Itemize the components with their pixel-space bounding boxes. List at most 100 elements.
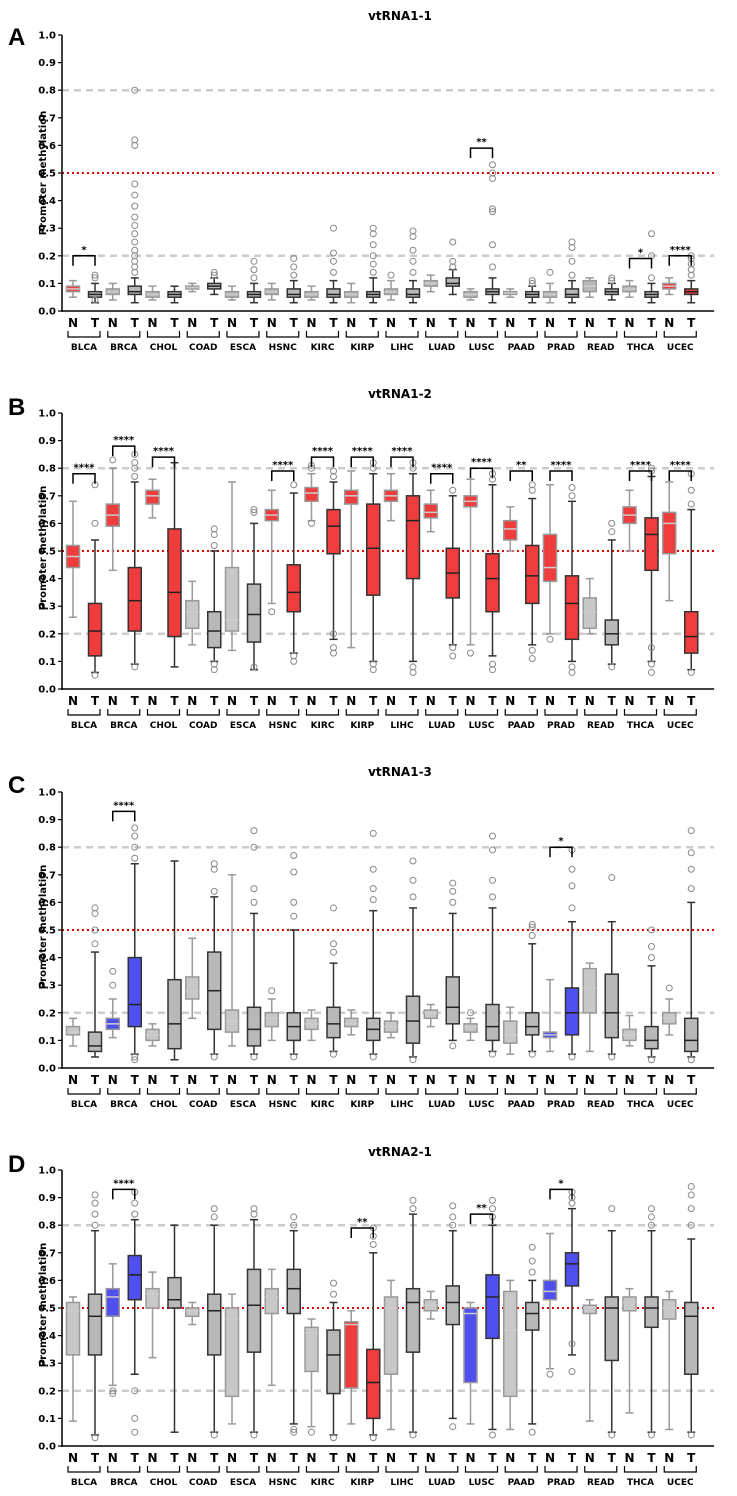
box-brca-tumor <box>127 824 142 1064</box>
group-label-n: N <box>465 316 475 330</box>
box <box>304 486 319 503</box>
category-label: PRAD <box>547 1478 575 1488</box>
outlier-point <box>131 221 139 229</box>
category-bracket <box>186 331 220 338</box>
outlier-point <box>131 1414 139 1422</box>
box-prad-tumor <box>564 1188 580 1375</box>
significance-bracket <box>72 472 96 484</box>
box-paad-tumor <box>525 920 540 1058</box>
group-label-n: N <box>187 694 197 708</box>
outlier-point <box>131 824 139 832</box>
box-kirp-normal <box>344 1310 359 1425</box>
box-read-tumor <box>604 274 619 301</box>
outlier-point <box>568 271 576 279</box>
group-label-n: N <box>585 1451 595 1465</box>
outlier-point <box>528 1428 536 1436</box>
panel-title: vtRNA1-3 <box>368 765 432 779</box>
panel-letter: D <box>8 1151 25 1178</box>
box-lusc-normal <box>463 288 478 301</box>
y-tick-label: 0.0 <box>38 1064 56 1075</box>
outlier-point <box>290 868 298 876</box>
outlier-point <box>91 296 99 304</box>
box-chol-normal <box>145 1023 160 1047</box>
outlier-point <box>489 1205 496 1213</box>
group-label-t: T <box>647 1451 656 1465</box>
outlier-point <box>409 1431 417 1439</box>
box <box>405 495 421 580</box>
outlier-point <box>528 1257 536 1265</box>
box-kirc-tumor <box>326 1279 341 1442</box>
box-esca-tumor <box>246 506 262 671</box>
box <box>405 288 421 298</box>
group-label-t: T <box>608 694 617 708</box>
group-label-t: T <box>528 316 537 330</box>
group-label-n: N <box>227 694 237 708</box>
category-label: READ <box>587 343 615 353</box>
outlier-point <box>369 885 377 893</box>
outlier-point <box>308 519 315 527</box>
box-kirc-tumor <box>326 224 341 304</box>
y-tick-label: 0.7 <box>38 491 56 502</box>
outlier-point <box>648 1056 655 1064</box>
group-label-t: T <box>647 694 656 708</box>
group-label-n: N <box>465 1073 475 1087</box>
category-label: HSNC <box>269 721 298 731</box>
box-paad-normal <box>503 506 518 552</box>
box <box>264 1287 279 1315</box>
group-label-n: N <box>147 694 157 708</box>
box-kirc-normal <box>304 285 319 301</box>
outlier-point <box>369 224 377 232</box>
box-hsnc-normal <box>264 987 279 1042</box>
outlier-point <box>369 260 377 268</box>
category-bracket <box>345 709 379 716</box>
box <box>366 503 381 596</box>
category-label: BLCA <box>71 1478 97 1488</box>
outlier-point <box>608 874 616 882</box>
outlier-point <box>409 268 417 276</box>
box <box>87 1293 103 1356</box>
outlier-point <box>330 224 337 232</box>
box-paad-normal <box>503 288 518 298</box>
box <box>644 1296 659 1329</box>
group-label-n: N <box>187 1073 197 1087</box>
significance-bracket <box>668 470 692 481</box>
significance-bracket <box>350 1227 374 1238</box>
y-tick-label: 0.3 <box>38 981 56 992</box>
category-label: KIRP <box>350 1100 374 1110</box>
outlier-point <box>528 277 536 285</box>
category-label: KIRP <box>350 721 374 731</box>
box-blca-normal <box>65 500 81 618</box>
y-tick-label: 0.1 <box>38 1036 56 1047</box>
box <box>503 519 518 541</box>
outlier-point <box>131 202 139 210</box>
box-luad-normal <box>423 489 438 533</box>
box-blca-tumor <box>87 1191 103 1442</box>
category-bracket <box>584 1466 618 1473</box>
outlier-point <box>250 1053 258 1061</box>
outlier-point <box>250 508 258 516</box>
outlier-point <box>250 274 258 282</box>
box <box>185 976 200 1000</box>
box-read-tumor <box>604 874 619 1061</box>
box <box>185 1307 200 1318</box>
group-label-t: T <box>528 1073 537 1087</box>
box <box>286 564 301 613</box>
box-chol-tumor <box>167 461 182 668</box>
category-label: READ <box>587 1478 615 1488</box>
box-lihc-normal <box>383 271 399 301</box>
outlier-point <box>91 274 99 282</box>
box <box>246 1268 262 1353</box>
y-axis-label: Promoter methylation <box>38 1243 49 1367</box>
category-bracket <box>146 1088 181 1095</box>
significance-bracket <box>271 470 295 481</box>
y-tick-label: 0.2 <box>38 251 56 262</box>
category-label: THCA <box>627 1478 654 1488</box>
box-lihc-tumor <box>405 227 421 304</box>
outlier-point <box>489 205 496 213</box>
group-label-t: T <box>91 1451 100 1465</box>
box-lusc-normal <box>463 1009 478 1042</box>
outlier-point <box>131 854 139 862</box>
group-label-n: N <box>346 316 356 330</box>
box-kirc-tumor <box>326 904 341 1058</box>
y-axis-label: Promoter methylation <box>38 111 49 235</box>
